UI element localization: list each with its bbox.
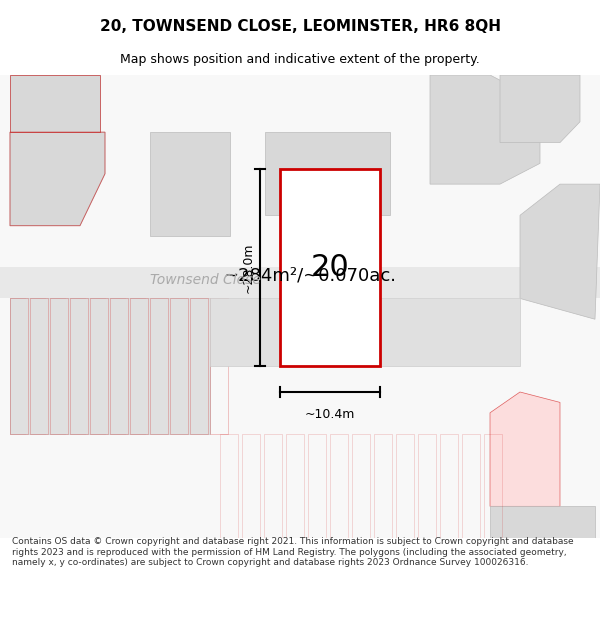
Text: ~284m²/~0.070ac.: ~284m²/~0.070ac. — [223, 267, 397, 284]
Bar — [286, 434, 304, 538]
Bar — [110, 299, 128, 434]
Bar — [280, 169, 380, 366]
Bar — [242, 434, 260, 538]
Polygon shape — [430, 75, 540, 184]
Polygon shape — [10, 75, 100, 132]
Bar — [10, 299, 25, 434]
Bar — [484, 434, 502, 538]
Bar — [374, 434, 392, 538]
Bar — [30, 299, 48, 434]
Bar — [418, 434, 436, 538]
Text: 20: 20 — [311, 253, 349, 282]
Bar — [50, 299, 65, 434]
Bar — [10, 299, 28, 434]
Bar — [462, 434, 480, 538]
Bar — [170, 299, 188, 434]
Bar — [50, 299, 68, 434]
Bar — [70, 299, 85, 434]
Text: ~10.4m: ~10.4m — [305, 408, 355, 421]
Polygon shape — [520, 184, 600, 319]
Bar — [90, 299, 105, 434]
Polygon shape — [490, 392, 560, 506]
Bar — [352, 434, 370, 538]
Bar — [10, 299, 210, 434]
Bar — [70, 299, 88, 434]
Bar — [330, 434, 348, 538]
Bar — [30, 299, 45, 434]
Bar — [130, 299, 148, 434]
Bar — [220, 434, 238, 538]
Text: Townsend Close: Townsend Close — [150, 272, 261, 287]
Bar — [490, 506, 595, 538]
Bar — [150, 299, 168, 434]
Text: Contains OS data © Crown copyright and database right 2021. This information is : Contains OS data © Crown copyright and d… — [12, 538, 574, 568]
Bar — [264, 434, 282, 538]
Text: ~28.0m: ~28.0m — [241, 242, 254, 292]
Bar — [308, 434, 326, 538]
Text: Map shows position and indicative extent of the property.: Map shows position and indicative extent… — [120, 52, 480, 66]
Bar — [210, 299, 228, 434]
Bar — [90, 299, 108, 434]
Bar — [110, 299, 125, 434]
Bar — [440, 434, 458, 538]
Bar — [210, 299, 520, 366]
Polygon shape — [265, 132, 390, 215]
Polygon shape — [500, 75, 580, 142]
Bar — [396, 434, 414, 538]
Polygon shape — [10, 132, 105, 226]
Bar — [0, 268, 600, 299]
Polygon shape — [150, 132, 230, 236]
Bar — [190, 299, 208, 434]
Bar — [130, 299, 145, 434]
Text: 20, TOWNSEND CLOSE, LEOMINSTER, HR6 8QH: 20, TOWNSEND CLOSE, LEOMINSTER, HR6 8QH — [100, 19, 500, 34]
